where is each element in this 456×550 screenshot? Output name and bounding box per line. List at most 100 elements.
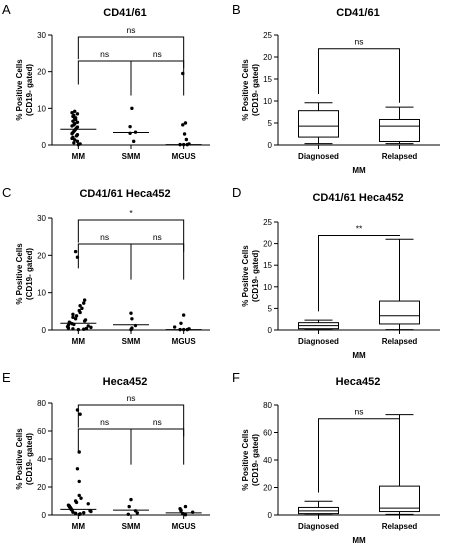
category-label: Diagnosed	[298, 152, 339, 161]
data-point	[82, 511, 86, 515]
significance-label: ns	[100, 232, 109, 242]
category-label: Diagnosed	[298, 337, 339, 346]
data-point	[80, 306, 84, 311]
category-label: MGUS	[172, 522, 197, 531]
significance-label: ns	[355, 407, 364, 417]
y-tick-label: 0	[42, 511, 47, 520]
y-axis-label-line: % Positive Cells	[15, 428, 24, 490]
panel-title: Heca452	[103, 376, 148, 388]
category-label: Relapsed	[382, 337, 418, 346]
y-tick-label: 30	[37, 214, 46, 223]
data-point	[83, 318, 88, 322]
panel-e: E Heca452 0 20 40 60 80 % Positive Cells(CD19- …	[2, 370, 210, 531]
significance-label: ns	[100, 49, 109, 59]
y-tick-label: 25	[263, 218, 272, 227]
data-point	[72, 141, 76, 145]
box	[298, 110, 339, 138]
data-point	[70, 111, 74, 115]
category-label: SMM	[122, 522, 141, 531]
box	[379, 300, 420, 325]
panel-letter: B	[232, 2, 241, 17]
data-point	[172, 325, 177, 329]
category-label: Diagnosed	[298, 522, 339, 531]
data-point	[181, 123, 185, 127]
y-tick-label: 5	[268, 119, 273, 128]
significance-label: ns	[100, 417, 109, 427]
data-point	[76, 327, 81, 332]
box	[379, 118, 420, 142]
significance-bracket	[318, 48, 400, 103]
data-point	[183, 504, 188, 509]
y-tick-label: 80	[37, 399, 46, 408]
panel-a: A CD41/61 0 10 20 30 % Positive Cells(CD19- ga…	[2, 2, 210, 161]
y-tick-label: 10	[263, 97, 272, 106]
y-tick-label: 5	[268, 304, 273, 313]
data-point	[179, 321, 183, 325]
y-tick-label: 15	[263, 75, 272, 84]
y-tick-label: 0	[42, 141, 47, 150]
significance-label: **	[356, 224, 363, 234]
y-axis-label-line: (CD19- gated)	[251, 64, 260, 116]
category-label: MGUS	[172, 152, 197, 161]
data-point	[129, 497, 133, 502]
y-axis-label: % Positive Cells(CD19- gated)	[15, 59, 34, 121]
data-point	[78, 512, 82, 516]
y-tick-label: 0	[268, 141, 273, 150]
panel-b: B CD41/61 0 5 10 15 20 25 % Positive Cells(CD19-…	[232, 2, 440, 175]
significance-bracket	[77, 404, 185, 437]
y-tick-label: 15	[263, 261, 272, 270]
data-point	[73, 317, 78, 321]
y-tick-label: 80	[263, 401, 272, 410]
category-label: SMM	[122, 152, 141, 161]
panel-letter: F	[232, 370, 240, 385]
category-label: SMM	[122, 337, 141, 346]
y-tick-label: 60	[263, 429, 272, 438]
data-point	[77, 308, 81, 313]
data-point	[84, 326, 89, 331]
y-tick-label: 20	[37, 251, 46, 260]
data-point	[75, 133, 80, 137]
panel-title: CD41/61	[336, 7, 379, 19]
data-point	[74, 314, 79, 318]
significance-bracket	[77, 60, 132, 96]
data-point	[71, 315, 75, 320]
data-point	[82, 327, 86, 331]
category-label: Relapsed	[382, 522, 418, 531]
y-axis-label: % Positive Cells(CD19- gated)	[241, 59, 260, 121]
category-label: MM	[72, 337, 86, 346]
significance-bracket	[318, 234, 400, 312]
category-label: Relapsed	[382, 152, 418, 161]
significance-bracket	[77, 219, 185, 252]
y-tick-label: 20	[37, 68, 46, 77]
y-tick-label: 10	[263, 283, 272, 292]
data-point	[78, 142, 82, 146]
data-point	[78, 304, 82, 308]
panel-f: F Heca452 0 20 40 60 80 % Positive Cells(CD19- …	[232, 370, 440, 545]
significance-bracket	[130, 60, 185, 96]
panel-letter: D	[232, 185, 241, 200]
data-point	[77, 479, 81, 484]
y-axis-label-line: (CD19- gated)	[25, 64, 34, 116]
y-tick-label: 20	[263, 484, 272, 493]
data-point	[127, 504, 131, 509]
data-point	[75, 467, 80, 471]
significance-label: ns	[355, 37, 364, 47]
data-point	[82, 298, 87, 302]
x-axis-label: MM	[352, 536, 366, 545]
panel-letter: E	[2, 370, 11, 385]
significance-label: ns	[153, 49, 162, 59]
data-point	[73, 138, 77, 142]
data-point	[79, 496, 83, 500]
panel-letter: A	[2, 2, 11, 17]
significance-label: ns	[127, 393, 136, 403]
panel-d: D CD41/61 Heca452 0 5 10 15 20 25 % Positive Cel…	[232, 185, 440, 360]
data-point	[130, 326, 134, 330]
data-point	[73, 116, 78, 120]
significance-bracket	[318, 416, 400, 493]
y-axis-label-line: (CD19- gated)	[251, 250, 260, 302]
data-point	[129, 311, 133, 315]
data-point	[73, 122, 77, 126]
y-axis-label-line: (CD19- gated)	[25, 248, 34, 300]
y-tick-label: 40	[37, 455, 46, 464]
